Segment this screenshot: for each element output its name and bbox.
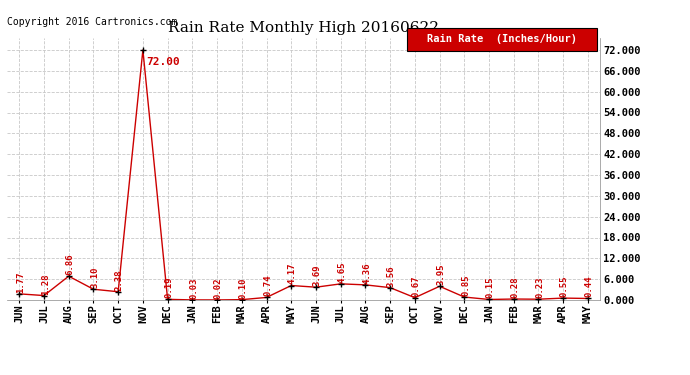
Text: 1.28: 1.28 xyxy=(41,273,50,294)
Text: 3.69: 3.69 xyxy=(313,265,322,286)
Text: 4.65: 4.65 xyxy=(337,261,346,283)
Text: 0.10: 0.10 xyxy=(239,277,248,298)
Text: 0.23: 0.23 xyxy=(535,277,544,298)
Text: Rain Rate  (Inches/Hour): Rain Rate (Inches/Hour) xyxy=(427,34,578,45)
Text: 4.17: 4.17 xyxy=(288,263,297,285)
Text: 3.56: 3.56 xyxy=(387,265,396,286)
Text: 0.44: 0.44 xyxy=(584,276,593,297)
Text: 0.85: 0.85 xyxy=(461,274,470,296)
FancyBboxPatch shape xyxy=(407,28,598,51)
Text: 6.86: 6.86 xyxy=(66,254,75,275)
Text: 2.38: 2.38 xyxy=(115,269,124,291)
Text: 0.74: 0.74 xyxy=(264,275,273,296)
Text: 0.55: 0.55 xyxy=(560,276,569,297)
Title: Rain Rate Monthly High 20160622: Rain Rate Monthly High 20160622 xyxy=(168,21,439,35)
Text: 0.02: 0.02 xyxy=(214,278,223,299)
Text: 3.95: 3.95 xyxy=(436,264,445,285)
Text: 0.28: 0.28 xyxy=(511,276,520,298)
Text: 3.10: 3.10 xyxy=(90,267,99,288)
Text: 0.19: 0.19 xyxy=(164,277,173,298)
Text: Copyright 2016 Cartronics.com: Copyright 2016 Cartronics.com xyxy=(7,17,177,27)
Text: 4.36: 4.36 xyxy=(362,262,371,284)
Text: 0.03: 0.03 xyxy=(189,278,198,299)
Text: 0.15: 0.15 xyxy=(486,277,495,298)
Text: 1.77: 1.77 xyxy=(16,271,25,293)
Text: 0.67: 0.67 xyxy=(412,275,421,297)
Text: 72.00: 72.00 xyxy=(146,57,180,67)
